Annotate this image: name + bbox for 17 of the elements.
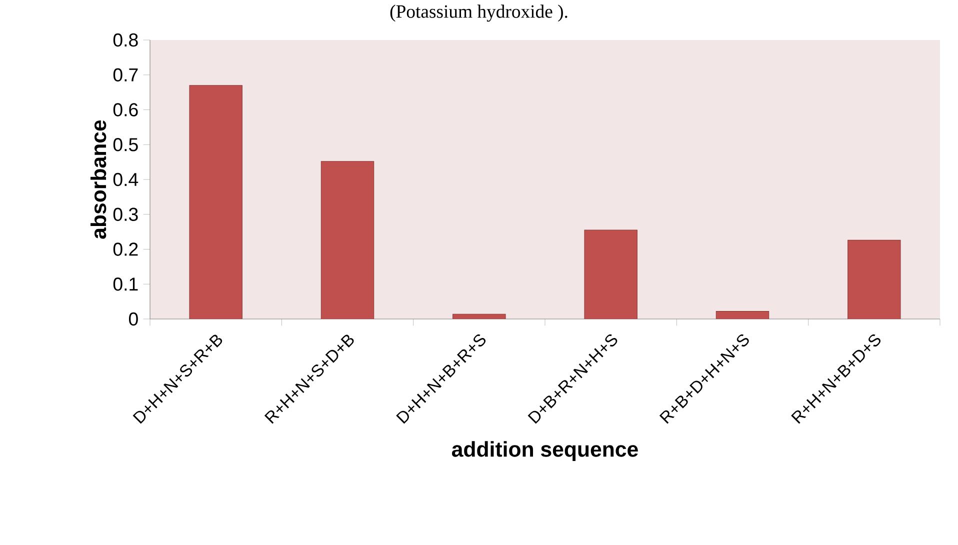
y-tick-label: 0.8: [113, 33, 138, 47]
text: (Potassium hydroxide ).: [390, 4, 568, 22]
bar: [848, 240, 901, 319]
y-tick-label: 0.7: [113, 68, 138, 82]
y-tick-label: 0.5: [113, 138, 138, 152]
y-tick-label: 0.6: [113, 103, 138, 116]
y-tick-label: 0.2: [113, 242, 138, 256]
x-axis-title: addition sequence: [452, 441, 638, 462]
bar: [320, 161, 374, 319]
bar: [584, 230, 638, 319]
y-axis-title: absorbance: [90, 120, 106, 239]
y-tick-label: 0.1: [113, 277, 138, 291]
y-tick-label: 0.4: [113, 172, 138, 186]
bar: [716, 311, 769, 319]
y-tick-label: 0.3: [113, 208, 138, 221]
y-tick-label: 0: [128, 312, 138, 326]
bar: [189, 85, 242, 319]
